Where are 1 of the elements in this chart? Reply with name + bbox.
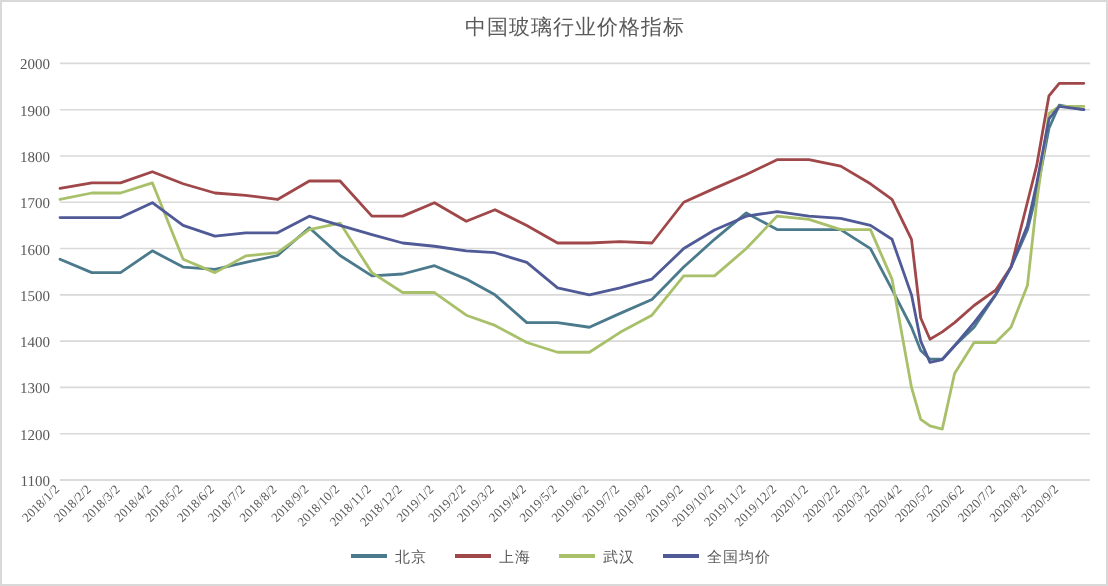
chart-title: 中国玻璃行业价格指标	[465, 14, 685, 40]
